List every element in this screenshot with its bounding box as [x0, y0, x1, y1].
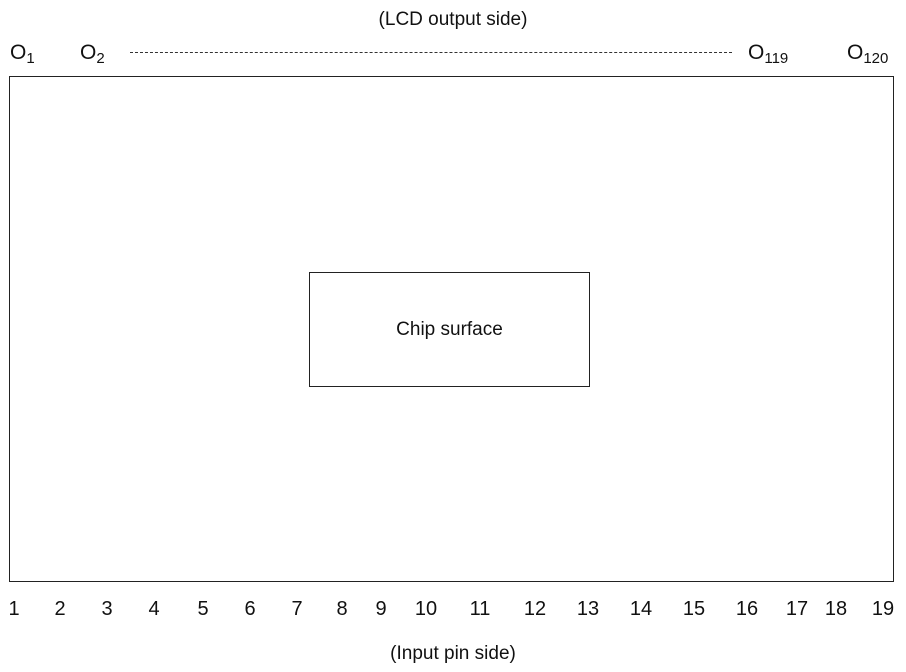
- output-label-subscript: 2: [96, 50, 105, 67]
- input-pin-2: 2: [54, 598, 66, 620]
- input-pin-4: 4: [148, 598, 160, 620]
- output-label-subscript: 1: [26, 50, 35, 67]
- input-pin-5: 5: [197, 598, 209, 620]
- input-pin-15: 15: [682, 598, 706, 620]
- input-pin-18: 18: [824, 598, 848, 620]
- input-pin-7: 7: [291, 598, 303, 620]
- lcd-output-side-caption: (LCD output side): [378, 9, 528, 30]
- output-label-base: O: [748, 41, 765, 64]
- input-pin-1: 1: [8, 598, 20, 620]
- input-pin-3: 3: [101, 598, 113, 620]
- output-continuation-dashed-line: [130, 52, 732, 53]
- input-pin-11: 11: [469, 598, 491, 620]
- input-pin-16: 16: [735, 598, 759, 620]
- chip-surface-label: Chip surface: [396, 318, 503, 340]
- output-label-base: O: [10, 41, 27, 64]
- input-pin-side-caption: (Input pin side): [390, 643, 516, 664]
- input-pin-14: 14: [629, 598, 653, 620]
- input-pin-6: 6: [244, 598, 256, 620]
- input-pin-13: 13: [576, 598, 600, 620]
- input-pin-12: 12: [523, 598, 547, 620]
- input-pin-19: 19: [871, 598, 895, 620]
- output-label-o120: O120: [847, 41, 888, 66]
- output-label-o1: O1: [10, 41, 35, 66]
- output-label-o2: O2: [80, 41, 105, 66]
- input-pin-9: 9: [375, 598, 387, 620]
- output-label-subscript: 120: [863, 50, 889, 67]
- output-label-subscript: 119: [764, 50, 789, 67]
- chip-outline: [9, 76, 894, 582]
- output-label-base: O: [847, 41, 864, 64]
- input-pin-17: 17: [785, 598, 809, 620]
- output-label-base: O: [80, 41, 97, 64]
- input-pin-10: 10: [414, 598, 438, 620]
- input-pin-8: 8: [336, 598, 348, 620]
- output-label-o119: O119: [748, 41, 788, 66]
- chip-surface-box: Chip surface: [309, 272, 590, 387]
